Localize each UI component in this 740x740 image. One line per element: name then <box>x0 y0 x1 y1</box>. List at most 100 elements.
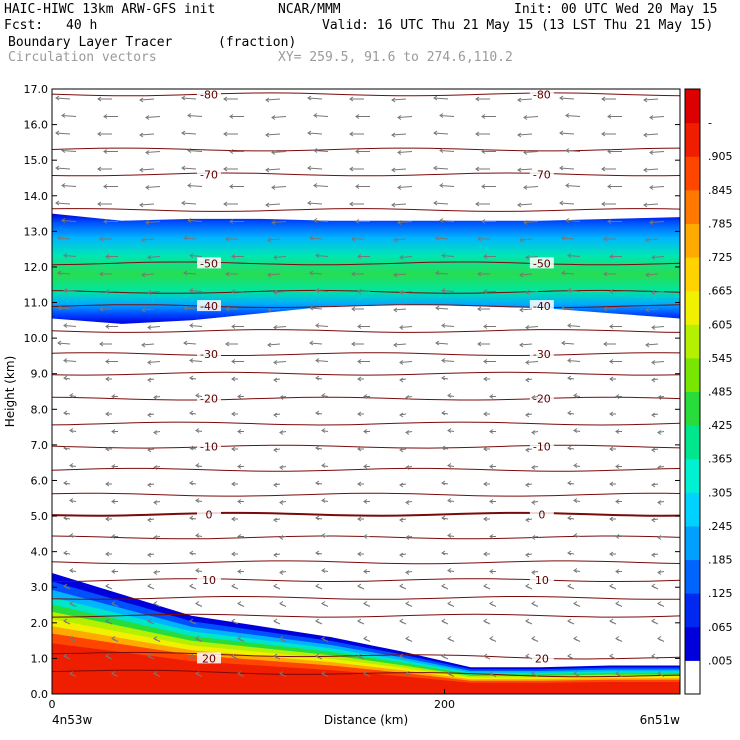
vector-arrow-head <box>567 583 572 589</box>
vector-arrow-head <box>271 185 276 190</box>
vector-arrow <box>435 272 449 275</box>
y-axis-label: Height (km) <box>3 356 17 427</box>
vector-arrow <box>397 186 413 188</box>
contour-label: -20 <box>533 393 551 406</box>
vector-arrow-head <box>399 290 404 295</box>
vector-arrow-head <box>97 96 102 102</box>
vector-arrow-head <box>531 535 536 540</box>
vector-arrow-head <box>475 166 480 172</box>
vector-arrow-head <box>309 340 314 346</box>
vector-arrow-head <box>99 271 104 277</box>
vector-arrow-head <box>153 601 158 606</box>
contour-line <box>52 596 680 600</box>
vector-arrow-head <box>645 272 650 278</box>
vector-arrow <box>313 150 329 152</box>
vector-arrow-head <box>525 517 530 523</box>
vector-arrow-head <box>441 358 446 363</box>
vector-arrow-head <box>103 149 108 154</box>
vector-arrow-head <box>567 410 572 416</box>
vector-arrow-head <box>279 601 284 606</box>
vector-arrow-head <box>483 516 488 522</box>
vector-arrow-head <box>435 235 440 241</box>
vector-arrow-head <box>645 237 650 243</box>
vector-arrow <box>517 98 533 101</box>
vector-arrow-head <box>483 653 488 659</box>
vector-arrow-head <box>315 618 320 624</box>
field-units: (fraction) <box>218 35 297 50</box>
vector-arrow-head <box>405 430 410 435</box>
vector-arrow-head <box>321 636 326 641</box>
vector-arrow-head <box>477 341 482 347</box>
vector-arrow-head <box>399 653 404 659</box>
vector-arrow-head <box>189 375 194 381</box>
vector-arrow-head <box>573 393 578 398</box>
colorbar-swatch <box>685 391 700 426</box>
vector-arrow-head <box>561 340 566 346</box>
vector-arrow-head <box>609 289 614 294</box>
vector-arrow-head <box>63 288 68 293</box>
colorbar-label: .245 <box>708 520 733 533</box>
vector-arrow-head <box>145 185 150 190</box>
vector-arrow-head <box>229 219 234 224</box>
vector-arrow-head <box>441 410 446 416</box>
vector-arrow-head <box>561 305 566 311</box>
vector-arrow-head <box>525 255 530 260</box>
vector-arrow-head <box>567 550 572 556</box>
vector-arrow-head <box>237 671 242 676</box>
vector-arrow-head <box>237 601 242 606</box>
vector-arrow <box>63 360 77 362</box>
colorbar-swatch <box>685 324 700 359</box>
vector-arrow <box>645 343 659 346</box>
vector-arrow-head <box>519 307 524 313</box>
vector-arrow-head <box>273 325 278 330</box>
vector-arrow-head <box>273 653 278 659</box>
vector-arrow-head <box>525 552 530 558</box>
vector-arrow-head <box>315 253 320 258</box>
vector-arrow-head <box>531 671 536 676</box>
vector-arrow-head <box>615 534 620 539</box>
contour-line <box>52 467 680 472</box>
vector-arrow <box>271 116 287 118</box>
vector-arrow-head <box>181 165 186 171</box>
vector-arrow <box>189 325 203 327</box>
vector-arrow-head <box>517 167 522 173</box>
vector-arrow-head <box>315 480 320 486</box>
vector-arrow-head <box>649 185 654 190</box>
colorbar-label: .785 <box>708 217 733 230</box>
vector-arrow <box>307 97 323 100</box>
vector-arrow-head <box>105 516 110 522</box>
contour-label-bg <box>197 168 221 180</box>
vector-arrow-head <box>55 95 60 101</box>
vector-arrow-head <box>309 305 314 311</box>
vector-arrow-head <box>105 289 110 294</box>
vector-arrow-head <box>105 481 110 487</box>
vector-arrow-head <box>393 237 398 243</box>
vector-arrow <box>567 290 581 292</box>
vector-arrow-head <box>61 113 66 118</box>
vector-arrow <box>141 343 155 346</box>
vector-arrow <box>645 273 659 276</box>
vector-arrow-head <box>55 165 60 171</box>
contour-label-bg <box>529 508 554 520</box>
vector-arrow-head <box>183 270 188 276</box>
x-end-label-left: 4n53w <box>52 713 93 727</box>
vector-arrow <box>397 116 413 118</box>
vector-arrow <box>439 185 455 187</box>
vector-arrow <box>147 361 161 363</box>
vector-arrow-head <box>99 236 104 242</box>
vector-arrow <box>63 290 77 292</box>
vector-arrow-head <box>321 498 326 503</box>
y-tick-label: 6.0 <box>31 474 49 487</box>
vector-arrow <box>517 203 533 206</box>
vector-arrow-head <box>183 305 188 311</box>
vector-arrow <box>139 133 155 136</box>
vector-arrow-head <box>475 131 480 137</box>
vector-arrow <box>57 307 71 310</box>
vector-arrow-head <box>399 412 404 418</box>
vector-arrow <box>441 290 455 292</box>
vector-arrow-head <box>609 254 614 259</box>
vector-arrow-head <box>433 130 438 136</box>
vector-arrow <box>399 361 413 363</box>
vector-arrow <box>399 326 413 328</box>
vector-arrow <box>559 132 575 135</box>
